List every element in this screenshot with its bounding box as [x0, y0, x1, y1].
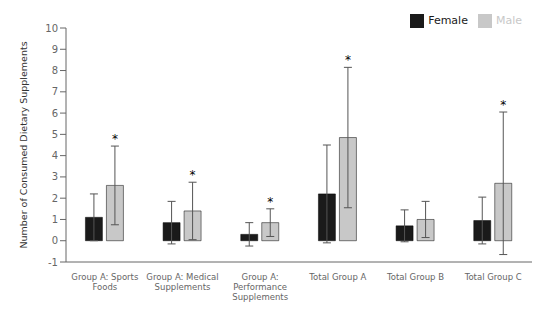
html-text:Male: Male — [495, 14, 522, 27]
svg-text:*: * — [267, 195, 273, 209]
svg-text:*: * — [112, 132, 118, 146]
svg-text:*: * — [190, 168, 196, 182]
svg-text:6: 6 — [52, 108, 58, 119]
svg-text:Group A: SportsFoods: Group A: SportsFoods — [71, 272, 139, 292]
svg-text:Total Group B: Total Group B — [386, 272, 444, 282]
svg-text:9: 9 — [52, 44, 58, 55]
svg-text:*: * — [345, 53, 351, 67]
svg-text:Total Group C: Total Group C — [464, 272, 522, 282]
svg-text:0: 0 — [52, 235, 58, 246]
svg-text:Total Group A: Total Group A — [308, 272, 366, 282]
svg-text:*: * — [500, 98, 506, 112]
svg-text:7: 7 — [52, 86, 58, 97]
svg-text:-1: -1 — [48, 257, 58, 268]
svg-text:4: 4 — [52, 150, 58, 161]
svg-text:Number of Consumed Dietary Sup: Number of Consumed Dietary Supplements — [18, 41, 29, 248]
svg-text:8: 8 — [52, 65, 58, 76]
svg-text:Group A: MedicalSupplements: Group A: MedicalSupplements — [146, 272, 218, 292]
svg-text:2: 2 — [52, 193, 58, 204]
svg-text:1: 1 — [52, 214, 58, 225]
svg-text:5: 5 — [52, 129, 58, 140]
svg-text:3: 3 — [52, 171, 58, 182]
svg-text:Group A:PerformanceSupplements: Group A:PerformanceSupplements — [232, 272, 288, 302]
html-text:Female: Female — [428, 14, 468, 27]
svg-text:10: 10 — [45, 23, 58, 34]
